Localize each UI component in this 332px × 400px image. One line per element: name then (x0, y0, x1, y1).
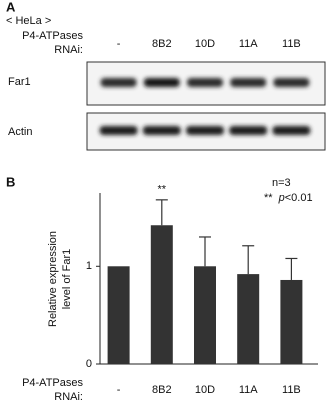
x-tick-label: 11A (239, 384, 258, 396)
band (273, 78, 310, 87)
cell-line: < HeLa > (6, 15, 51, 27)
y-tick-label: 0 (86, 358, 92, 370)
y-axis-label: level of Far1 (61, 249, 73, 310)
band (187, 78, 223, 87)
annotation: p (278, 192, 285, 204)
annotation: ** (264, 192, 273, 204)
panel-label: B (6, 174, 15, 189)
lane-label: 8B2 (152, 38, 172, 50)
lane-label: 11A (239, 38, 258, 50)
band (229, 126, 268, 135)
bar (150, 225, 173, 364)
value-label: ** (158, 184, 167, 196)
x-tick-label: 10D (195, 384, 215, 396)
band (186, 126, 224, 135)
blot-label: Actin (8, 126, 32, 138)
annotation: <0.01 (285, 192, 313, 204)
band (99, 126, 138, 135)
lane-label: 10D (195, 38, 215, 50)
x-tick-label: 8B2 (152, 384, 172, 396)
band (230, 78, 267, 87)
lane-label: - (117, 38, 121, 50)
band (143, 78, 180, 87)
band (100, 78, 137, 87)
x-axis-label: RNAi: (54, 391, 83, 400)
bar (194, 266, 216, 364)
blot-bands (99, 78, 311, 135)
annotation: ** p<0.01 (264, 192, 313, 204)
x-axis-label: P4-ATPases (22, 377, 83, 389)
row-label: RNAi: (54, 44, 83, 56)
x-tick-label: 11B (282, 384, 301, 396)
bar (237, 274, 260, 364)
blot-label: Far1 (8, 76, 31, 88)
y-axis-label: Relative expression (47, 231, 59, 327)
band (142, 126, 181, 135)
plot: 0 1 - 8B2 ** 10D 11A 11B (86, 184, 303, 396)
row-label: P4-ATPases (22, 30, 83, 42)
x-tick-label: - (117, 384, 121, 396)
lane-label: 11B (282, 38, 301, 50)
annotation: n=3 (272, 177, 291, 189)
band (272, 126, 311, 135)
panel-label: A (6, 0, 16, 14)
y-axis-label: Relative expression level of Far1 (47, 231, 73, 327)
bar (280, 279, 303, 364)
bar (107, 266, 130, 364)
y-tick-label: 1 (86, 260, 92, 272)
